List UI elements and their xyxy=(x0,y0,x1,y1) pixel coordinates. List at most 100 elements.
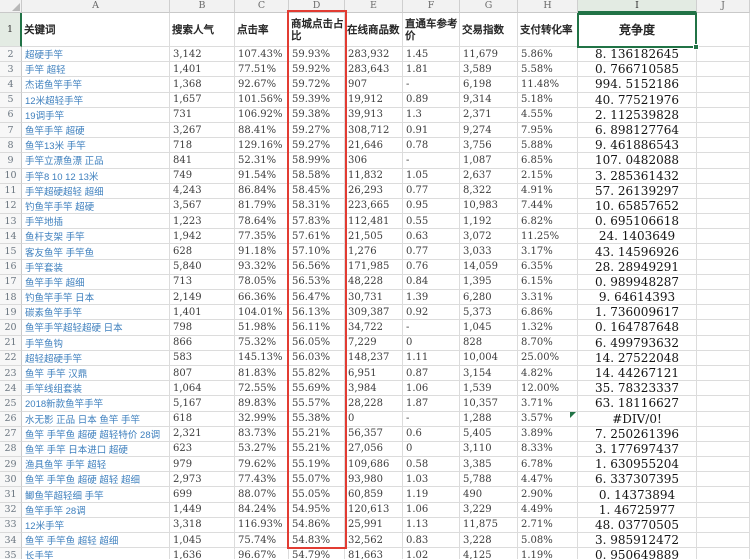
cell-D13[interactable]: 57.83% xyxy=(289,214,345,230)
cell-A19[interactable]: 碳素鱼竿手竿 xyxy=(22,305,170,321)
cell-H25[interactable]: 3.71% xyxy=(518,396,578,412)
cell-G24[interactable]: 1,539 xyxy=(460,381,518,397)
cell-C16[interactable]: 93.32% xyxy=(235,259,289,275)
row-header-28[interactable]: 28 xyxy=(0,441,22,458)
cell-B4[interactable]: 1,368 xyxy=(170,77,235,93)
cell-F25[interactable]: 1.87 xyxy=(403,396,460,412)
cell-F11[interactable]: 0.77 xyxy=(403,183,460,199)
cell-C27[interactable]: 83.73% xyxy=(235,426,289,442)
cell-D26[interactable]: 55.38% xyxy=(289,411,345,427)
cell-G35[interactable]: 4,125 xyxy=(460,548,518,559)
cell-D22[interactable]: 56.03% xyxy=(289,350,345,366)
row-header-20[interactable]: 20 xyxy=(0,320,22,336)
cell-B15[interactable]: 628 xyxy=(170,244,235,260)
cell-C30[interactable]: 77.43% xyxy=(235,472,289,488)
cell-G13[interactable]: 1,192 xyxy=(460,214,518,230)
cell-E14[interactable]: 21,505 xyxy=(345,229,403,245)
cell-C5[interactable]: 101.56% xyxy=(235,92,289,108)
cell-F22[interactable]: 1.11 xyxy=(403,350,460,366)
cell-J12[interactable] xyxy=(697,198,750,215)
cell-B35[interactable]: 1,636 xyxy=(170,548,235,559)
cell-F2[interactable]: 1.45 xyxy=(403,47,460,63)
cell-G31[interactable]: 490 xyxy=(460,487,518,503)
cell-D21[interactable]: 56.05% xyxy=(289,335,345,351)
cell-E9[interactable]: 306 xyxy=(345,153,403,169)
cell-G33[interactable]: 11,875 xyxy=(460,517,518,533)
cell-A32[interactable]: 鱼竿手竿 28调 xyxy=(22,502,170,518)
cell-G6[interactable]: 2,371 xyxy=(460,107,518,123)
cell-E31[interactable]: 60,859 xyxy=(345,487,403,503)
cell-D11[interactable]: 58.45% xyxy=(289,183,345,199)
column-header-J[interactable]: J xyxy=(697,0,750,13)
cell-C21[interactable]: 75.32% xyxy=(235,335,289,351)
cell-A13[interactable]: 手竿地插 xyxy=(22,214,170,230)
cell-G18[interactable]: 6,280 xyxy=(460,290,518,306)
cell-G28[interactable]: 3,110 xyxy=(460,441,518,458)
cell-F5[interactable]: 0.89 xyxy=(403,92,460,108)
cell-I22[interactable]: 14. 27522048 xyxy=(578,350,697,366)
cell-C31[interactable]: 88.07% xyxy=(235,487,289,503)
cell-I32[interactable]: 1. 46725977 xyxy=(578,502,697,518)
cell-A8[interactable]: 鱼竿13米 手竿 xyxy=(22,138,170,154)
row-header-5[interactable]: 5 xyxy=(0,92,22,108)
cell-J22[interactable] xyxy=(697,350,750,366)
cell-C23[interactable]: 81.83% xyxy=(235,365,289,382)
cell-G15[interactable]: 3,033 xyxy=(460,244,518,260)
cell-G4[interactable]: 6,198 xyxy=(460,77,518,93)
cell-I15[interactable]: 43. 14596926 xyxy=(578,244,697,260)
cell-A26[interactable]: 水无影 正品 日本 鱼竿 手竿 xyxy=(22,411,170,427)
cell-B17[interactable]: 713 xyxy=(170,274,235,290)
cell-H11[interactable]: 4.91% xyxy=(518,183,578,199)
cell-J5[interactable] xyxy=(697,92,750,108)
cell-J1[interactable] xyxy=(697,13,750,47)
cell-G29[interactable]: 3,385 xyxy=(460,457,518,473)
row-header-25[interactable]: 25 xyxy=(0,396,22,412)
cell-E29[interactable]: 109,686 xyxy=(345,457,403,473)
cell-C7[interactable]: 88.41% xyxy=(235,122,289,139)
cell-B1[interactable]: 搜索人气 xyxy=(170,13,235,47)
cell-C1[interactable]: 点击率 xyxy=(235,13,289,47)
cell-E22[interactable]: 148,237 xyxy=(345,350,403,366)
cell-B32[interactable]: 1,449 xyxy=(170,502,235,518)
cell-H30[interactable]: 4.47% xyxy=(518,472,578,488)
cell-A2[interactable]: 超硬手竿 xyxy=(22,47,170,63)
column-header-H[interactable]: H xyxy=(518,0,578,13)
cell-E4[interactable]: 907 xyxy=(345,77,403,93)
cell-G19[interactable]: 5,373 xyxy=(460,305,518,321)
row-header-24[interactable]: 24 xyxy=(0,381,22,397)
cell-G22[interactable]: 10,004 xyxy=(460,350,518,366)
cell-H12[interactable]: 7.44% xyxy=(518,198,578,215)
column-header-G[interactable]: G xyxy=(460,0,518,13)
cell-F18[interactable]: 1.39 xyxy=(403,290,460,306)
cell-A24[interactable]: 手竿线组套装 xyxy=(22,381,170,397)
cell-B22[interactable]: 583 xyxy=(170,350,235,366)
cell-I34[interactable]: 3. 985912472 xyxy=(578,533,697,549)
cell-I24[interactable]: 35. 78323337 xyxy=(578,381,697,397)
cell-D18[interactable]: 56.47% xyxy=(289,290,345,306)
cell-B31[interactable]: 699 xyxy=(170,487,235,503)
cell-A12[interactable]: 钓鱼竿手竿 超硬 xyxy=(22,198,170,215)
cell-B27[interactable]: 2,321 xyxy=(170,426,235,442)
cell-F1[interactable]: 直通车参考价 xyxy=(403,13,460,47)
cell-J9[interactable] xyxy=(697,153,750,169)
cell-J26[interactable] xyxy=(697,411,750,427)
cell-F9[interactable]: - xyxy=(403,153,460,169)
cell-G30[interactable]: 5,788 xyxy=(460,472,518,488)
cell-A18[interactable]: 钓鱼竿手竿 日本 xyxy=(22,290,170,306)
cell-F17[interactable]: 0.84 xyxy=(403,274,460,290)
cell-I13[interactable]: 0. 695106618 xyxy=(578,214,697,230)
cell-G10[interactable]: 2,637 xyxy=(460,168,518,184)
cell-C19[interactable]: 104.01% xyxy=(235,305,289,321)
cell-B7[interactable]: 3,267 xyxy=(170,122,235,139)
cell-J20[interactable] xyxy=(697,320,750,336)
row-header-4[interactable]: 4 xyxy=(0,77,22,93)
cell-D15[interactable]: 57.10% xyxy=(289,244,345,260)
cell-C15[interactable]: 91.18% xyxy=(235,244,289,260)
row-header-29[interactable]: 29 xyxy=(0,457,22,473)
cell-C28[interactable]: 53.27% xyxy=(235,441,289,458)
cell-C18[interactable]: 66.36% xyxy=(235,290,289,306)
cell-E20[interactable]: 34,722 xyxy=(345,320,403,336)
cell-B19[interactable]: 1,401 xyxy=(170,305,235,321)
cell-A30[interactable]: 鱼竿 手竿鱼 超硬 超轻 超细 xyxy=(22,472,170,488)
cell-C8[interactable]: 129.16% xyxy=(235,138,289,154)
